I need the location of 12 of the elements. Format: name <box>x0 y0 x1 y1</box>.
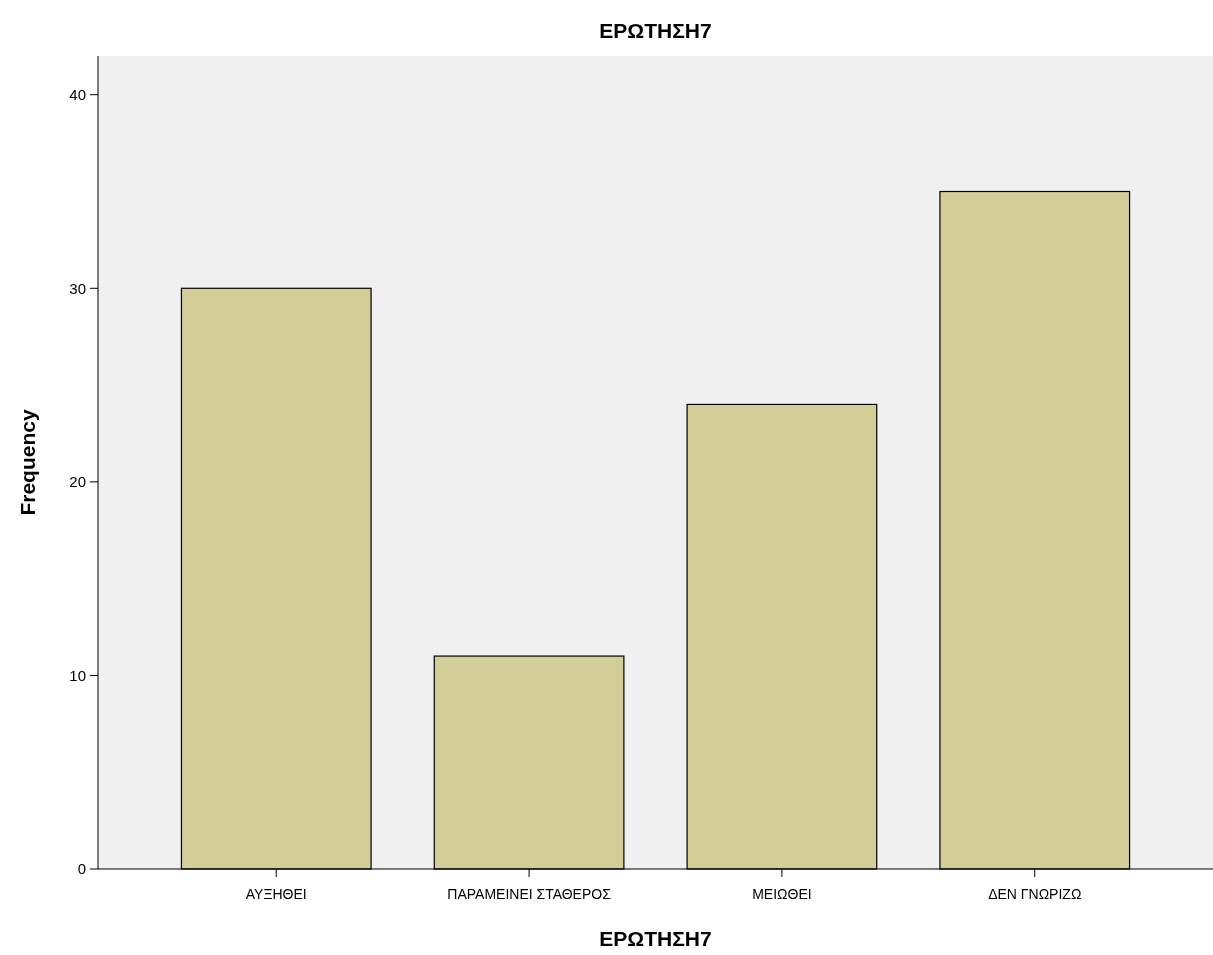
y-axis-title: Frequency <box>16 409 39 516</box>
x-tick-label: ΜΕΙΩΘΕΙ <box>752 886 812 902</box>
y-tick-label: 20 <box>69 473 86 491</box>
x-axis-title: ΕΡΩΤΗΣΗ7 <box>599 927 712 950</box>
x-tick-label: ΠΑΡΑΜΕΙΝΕΙ ΣΤΑΘΕΡΟΣ <box>447 886 612 902</box>
y-tick-label: 0 <box>77 860 86 878</box>
x-tick-label: ΑΥΞΗΘΕΙ <box>245 886 307 902</box>
x-tick-label: ΔΕΝ ΓΝΩΡΙΖΩ <box>988 886 1082 902</box>
chart-title: ΕΡΩΤΗΣΗ7 <box>599 19 712 42</box>
y-tick-label: 40 <box>69 85 86 103</box>
y-tick-label: 30 <box>69 279 86 297</box>
y-tick-label: 10 <box>69 666 86 684</box>
